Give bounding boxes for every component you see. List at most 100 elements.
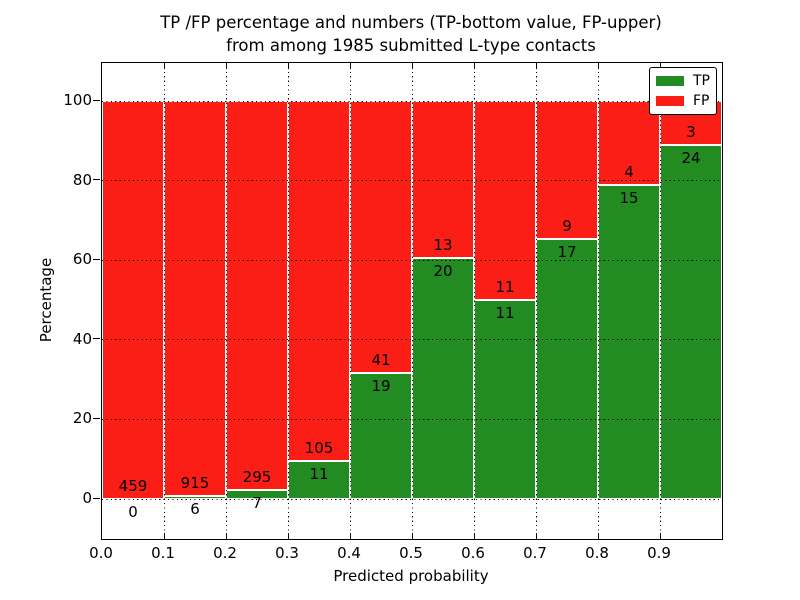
x-tick-mark-bottom <box>597 533 599 539</box>
tp-count-label: 6 <box>190 500 200 519</box>
y-tick-label: 40 <box>72 329 92 348</box>
fp-bar-segment <box>412 101 474 258</box>
chart-title: TP /FP percentage and numbers (TP-bottom… <box>101 11 721 57</box>
tp-count-label: 0 <box>128 503 138 521</box>
x-tick-label: 0.2 <box>213 544 237 562</box>
x-gridline <box>597 63 599 539</box>
tp-bar-segment <box>536 238 598 499</box>
x-tick-label: 0.1 <box>151 544 175 562</box>
y-tick-label: 60 <box>72 250 92 269</box>
x-tick-label: 0.0 <box>89 544 113 562</box>
fp-bar-segment <box>102 101 164 499</box>
y-tick-label: 100 <box>63 91 92 109</box>
x-tick-label: 0.5 <box>399 544 423 562</box>
tp-count-label: 19 <box>371 376 391 395</box>
y-tick-mark <box>93 497 100 499</box>
tp-count-label: 24 <box>681 149 701 168</box>
tp-bar-segment <box>598 184 660 499</box>
fp-bar-segment <box>598 101 660 185</box>
y-gridline <box>102 180 722 182</box>
y-tick-label: 80 <box>72 170 92 189</box>
y-gridline <box>102 259 722 261</box>
tp-count-label: 15 <box>619 188 639 207</box>
x-tick-mark-top <box>659 63 661 69</box>
tp-bar-segment <box>474 300 536 499</box>
x-tick-mark-top <box>473 63 475 69</box>
fp-bar-segment <box>536 101 598 239</box>
x-tick-label: 0.6 <box>461 544 485 562</box>
fp-count-label: 13 <box>433 235 453 254</box>
y-tick-label: 20 <box>72 409 92 428</box>
x-tick-mark-bottom <box>411 533 413 539</box>
chart-title-line1: TP /FP percentage and numbers (TP-bottom… <box>160 13 662 32</box>
tp-bar-segment <box>412 257 474 499</box>
x-gridline <box>287 63 289 539</box>
fp-count-label: 915 <box>180 474 210 493</box>
fp-bar-segment <box>164 101 226 497</box>
y-gridline <box>102 418 722 420</box>
x-tick-mark-top <box>287 63 289 69</box>
x-tick-mark-top <box>597 63 599 69</box>
fp-count-label: 9 <box>562 216 572 235</box>
fp-count-label: 41 <box>371 350 391 369</box>
legend-label: FP <box>693 93 710 109</box>
fp-count-label: 11 <box>495 278 515 296</box>
fp-count-label: 4 <box>624 162 634 181</box>
x-gridline <box>659 63 661 539</box>
y-tick-mark <box>93 99 100 101</box>
y-tick-label: 0 <box>82 489 92 507</box>
fp-count-label: 105 <box>304 439 334 458</box>
legend-entry-fp: FP <box>650 91 716 111</box>
x-tick-mark-bottom <box>349 533 351 539</box>
x-tick-mark-bottom <box>659 533 661 539</box>
fp-bar-segment <box>350 101 412 373</box>
y-gridline <box>102 339 722 341</box>
x-tick-label: 0.9 <box>647 544 671 562</box>
y-gridline <box>102 498 722 500</box>
x-gridline <box>349 63 351 539</box>
legend-label: TP <box>693 73 710 89</box>
tp-legend-swatch <box>656 76 684 86</box>
x-gridline <box>535 63 537 539</box>
tp-bar-segment <box>288 461 350 499</box>
x-tick-label: 0.7 <box>523 544 547 562</box>
y-tick-mark <box>93 179 100 181</box>
tp-count-label: 7 <box>252 493 262 512</box>
fp-bar-segment <box>226 101 288 490</box>
fp-legend-swatch <box>656 96 684 106</box>
y-tick-mark <box>93 417 100 419</box>
x-tick-mark-top <box>411 63 413 69</box>
x-tick-mark-bottom <box>225 533 227 539</box>
plot-area: 459 0 915 6 295 7 105 11 41 19 13 20 11 11 9 17 4 15 3 24 <box>101 62 723 540</box>
x-gridline <box>411 63 413 539</box>
fp-count-label: 3 <box>686 123 696 142</box>
x-tick-mark-bottom <box>473 533 475 539</box>
tp-count-label: 11 <box>495 304 515 322</box>
chart-title-line2: from among 1985 submitted L-type contact… <box>226 36 596 55</box>
x-gridline <box>473 63 475 539</box>
y-tick-mark <box>93 338 100 340</box>
x-tick-mark-top <box>535 63 537 69</box>
legend: TP FP <box>649 67 717 115</box>
x-tick-label: 0.8 <box>585 544 609 562</box>
x-gridline <box>163 63 165 539</box>
fp-count-label: 459 <box>118 477 148 495</box>
legend-entry-tp: TP <box>650 71 716 91</box>
fp-bar-segment <box>474 101 536 300</box>
fp-bar-segment <box>288 101 350 462</box>
x-tick-label: 0.4 <box>337 544 361 562</box>
tp-count-label: 17 <box>557 242 577 261</box>
y-tick-mark <box>93 258 100 260</box>
x-tick-mark-top <box>349 63 351 69</box>
x-tick-mark-bottom <box>163 533 165 539</box>
y-gridline <box>102 100 722 102</box>
fp-count-label: 295 <box>242 467 272 486</box>
x-gridline <box>225 63 227 539</box>
x-tick-mark-bottom <box>535 533 537 539</box>
x-axis-label: Predicted probability <box>333 567 489 585</box>
x-tick-mark-top <box>163 63 165 69</box>
tp-count-label: 20 <box>433 261 453 280</box>
x-tick-mark-top <box>225 63 227 69</box>
x-tick-label: 0.3 <box>275 544 299 562</box>
